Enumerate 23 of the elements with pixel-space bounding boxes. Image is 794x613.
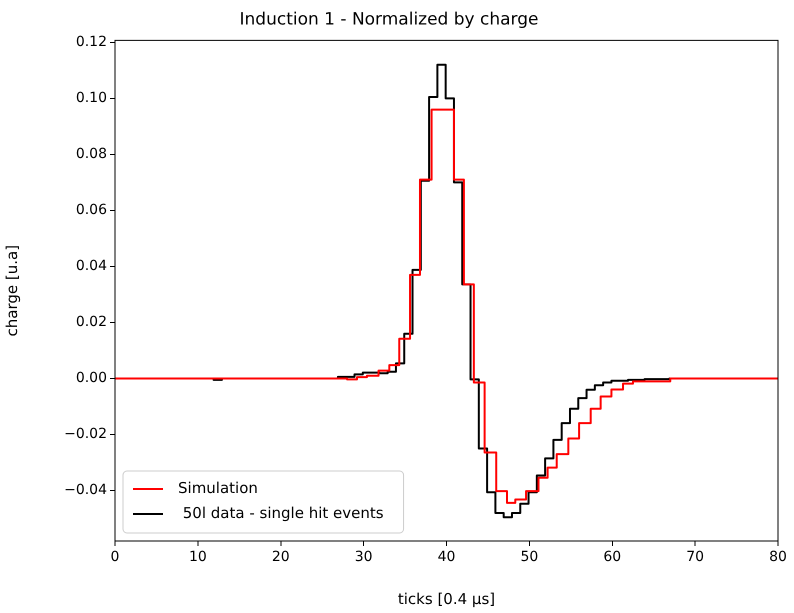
x-tick-label: 0 bbox=[110, 549, 120, 566]
y-tick-label: 0.02 bbox=[76, 314, 107, 330]
y-tick-label: 0.12 bbox=[76, 34, 107, 50]
x-tick-label: 80 bbox=[769, 549, 787, 566]
x-tick-label: 60 bbox=[603, 549, 622, 566]
y-axis-title: charge [u.a] bbox=[2, 244, 21, 336]
y-tick-label: 0.04 bbox=[76, 258, 108, 274]
x-tick-label: 50 bbox=[520, 549, 538, 566]
y-tick-label: 0.10 bbox=[76, 90, 107, 106]
y-tick-label: −0.04 bbox=[64, 482, 108, 498]
legend-label: 50l data - single hit events bbox=[178, 504, 384, 522]
x-tick-label: 30 bbox=[354, 549, 373, 566]
y-tick-label: −0.02 bbox=[64, 426, 107, 442]
x-tick-label: 40 bbox=[438, 549, 456, 566]
x-axis-title: ticks [0.4 μs] bbox=[398, 590, 496, 608]
x-tick-label: 20 bbox=[272, 549, 290, 566]
chart-title: Induction 1 - Normalized by charge bbox=[240, 10, 538, 30]
y-tick-label: 0.06 bbox=[76, 202, 108, 218]
y-tick-label: 0.00 bbox=[76, 370, 107, 386]
x-tick-label: 70 bbox=[686, 549, 704, 566]
legend-label: Simulation bbox=[178, 478, 258, 497]
x-tick-label: 10 bbox=[188, 549, 207, 566]
y-tick-label: 0.08 bbox=[76, 146, 107, 162]
